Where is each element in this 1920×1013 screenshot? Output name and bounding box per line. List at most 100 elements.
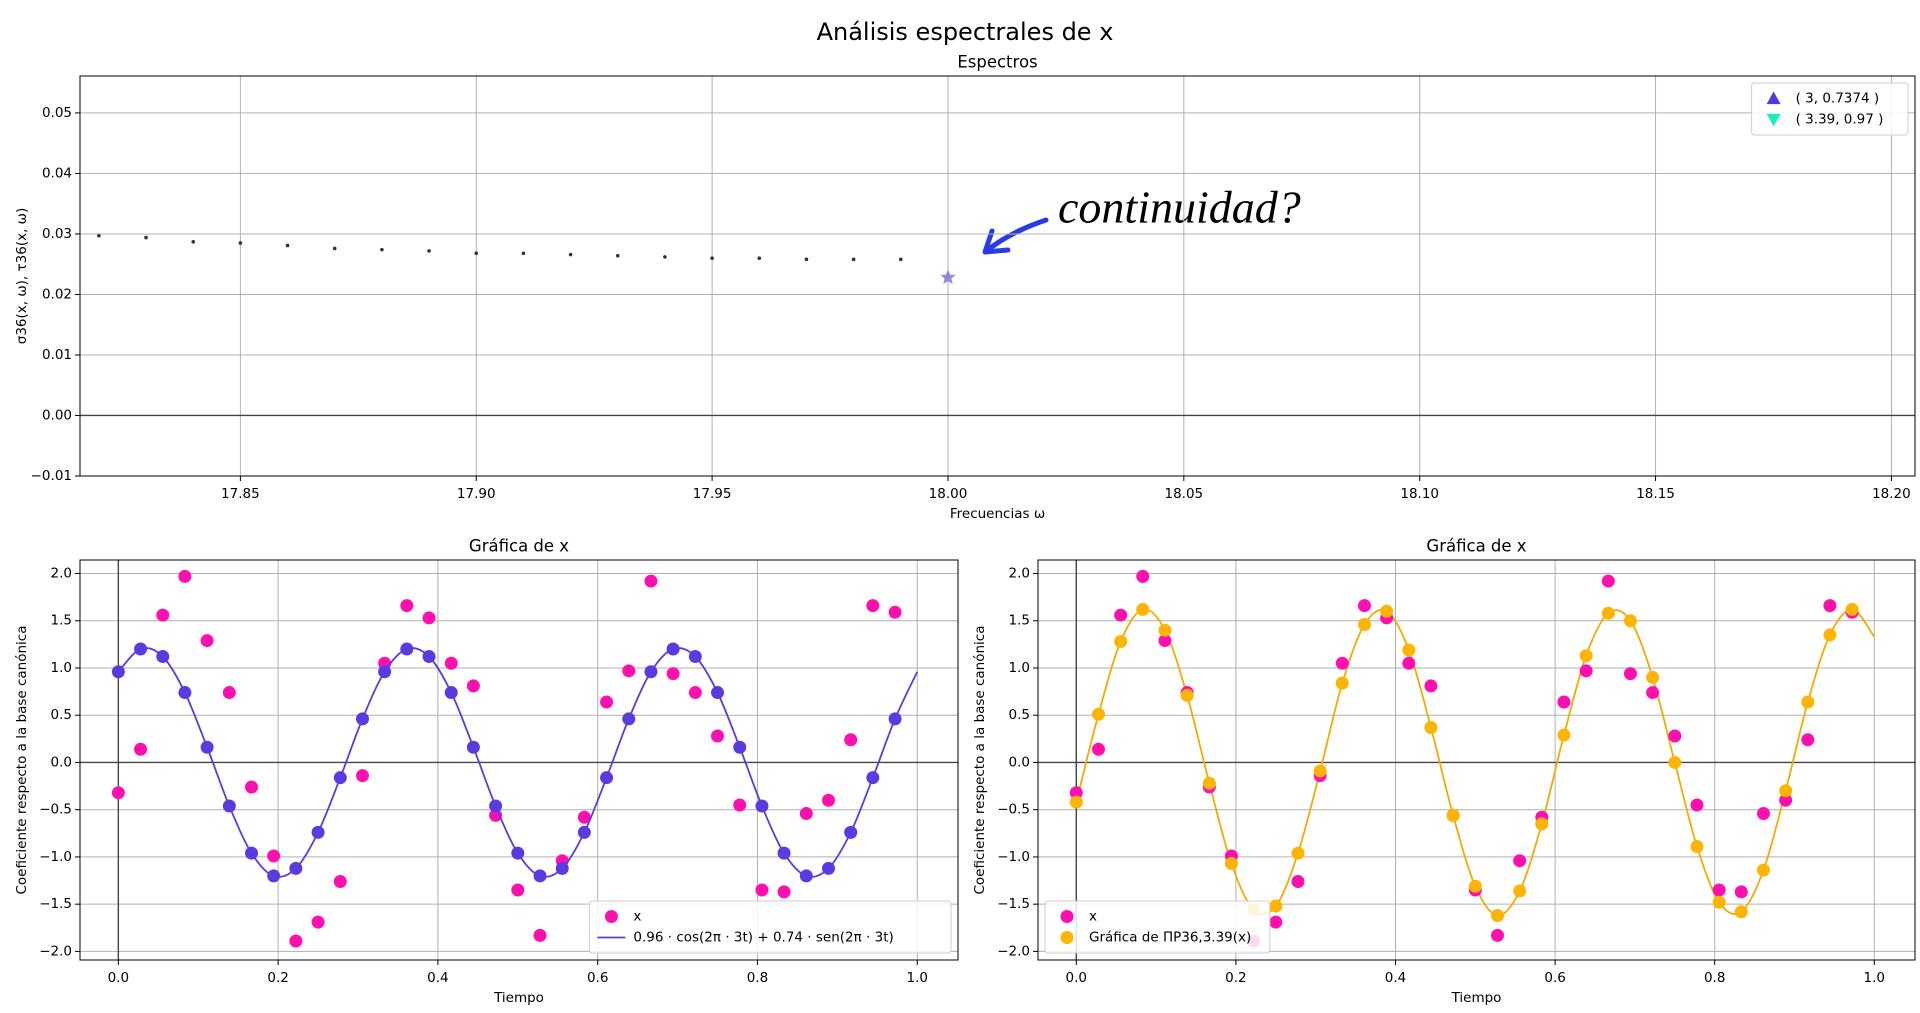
x-tick-label: 18.15 — [1636, 486, 1675, 502]
y-tick-label: 0.5 — [51, 707, 72, 723]
point — [733, 798, 747, 812]
legend-label: ( 3, 0.7374 ) — [1796, 91, 1880, 107]
point — [466, 679, 480, 693]
point — [238, 241, 243, 245]
y-tick-label: −2.0 — [997, 943, 1030, 959]
point — [422, 650, 436, 664]
point — [844, 825, 858, 839]
point — [644, 665, 658, 679]
x-tick-label: 18.05 — [1165, 486, 1204, 502]
plot-area — [97, 233, 956, 284]
point — [777, 846, 791, 860]
point — [378, 665, 392, 679]
legend-marker — [1766, 113, 1781, 127]
x-tick-label: 17.85 — [221, 486, 260, 502]
point — [289, 861, 303, 875]
x-tick-label: 0.8 — [747, 970, 768, 986]
point — [111, 786, 125, 800]
point — [533, 869, 547, 883]
point — [511, 846, 525, 860]
x-axis-label: Tiempo — [1451, 990, 1502, 1006]
point — [666, 642, 680, 656]
y-tick-label: 0.0 — [1009, 754, 1030, 770]
point — [1823, 599, 1837, 613]
point — [1646, 670, 1660, 684]
point — [1801, 695, 1815, 709]
point — [1291, 846, 1305, 860]
legend-box — [588, 900, 952, 954]
point — [1114, 635, 1128, 649]
point — [222, 686, 236, 700]
y-tick-label: 2.0 — [51, 566, 72, 582]
y-tick-label: 0.01 — [42, 347, 72, 363]
point — [466, 740, 480, 754]
legend-label: ( 3.39, 0.97 ) — [1796, 112, 1884, 128]
point — [1335, 656, 1349, 670]
point — [332, 246, 337, 251]
point — [1069, 795, 1083, 809]
legend-label: 0.96 · cos(2π · 3t) + 0.74 · sen(2π · 3t… — [633, 930, 893, 946]
point — [1069, 786, 1083, 800]
x-tick-label: 18.10 — [1400, 486, 1439, 502]
point — [267, 849, 281, 863]
point — [688, 650, 702, 664]
x-tick-label: 0.4 — [427, 970, 448, 986]
y-tick-label: 0.5 — [1009, 707, 1030, 723]
axes: 0.0 0.2 0.4 0.6 0.8 1.0 −2.0 −1.5 −1.0 −0.5 0.0 0.5… — [14, 537, 959, 1006]
point — [311, 825, 325, 839]
point — [866, 599, 880, 613]
point — [156, 650, 170, 664]
point — [1535, 817, 1549, 831]
point — [134, 642, 148, 656]
figure-title: Análisis espectrales de x — [817, 18, 1114, 46]
point — [1136, 602, 1150, 616]
point — [222, 799, 236, 813]
point — [622, 664, 636, 678]
axes-frame — [79, 75, 1916, 477]
point — [568, 252, 573, 257]
point — [444, 656, 458, 670]
x-tick-label: 0.6 — [587, 970, 608, 986]
point — [1224, 857, 1238, 871]
point — [733, 740, 747, 754]
point — [1468, 879, 1482, 893]
y-tick-label: 1.5 — [1009, 613, 1030, 629]
legend-label: Gráfica de ΠP36,3.39(x) — [1089, 930, 1251, 946]
axes-title: Gráfica de x — [1426, 537, 1526, 556]
y-tick-label: −1.0 — [39, 849, 72, 865]
point — [888, 712, 902, 726]
point — [799, 869, 813, 883]
point — [144, 235, 148, 240]
point — [711, 729, 725, 743]
point — [1579, 664, 1593, 678]
point — [1690, 840, 1704, 854]
point — [289, 934, 303, 948]
point — [666, 667, 680, 681]
point — [755, 883, 769, 897]
point — [1601, 574, 1615, 588]
legend-label: x — [1089, 909, 1097, 925]
legend-marker — [1060, 910, 1074, 923]
x-tick-label: 17.95 — [693, 486, 732, 502]
point — [757, 256, 762, 260]
point — [844, 733, 858, 747]
point — [1557, 695, 1571, 709]
point — [355, 712, 369, 726]
point — [1136, 569, 1150, 583]
point — [777, 885, 791, 899]
point — [1158, 623, 1172, 637]
point — [1734, 905, 1748, 919]
x-tick-label: 0.6 — [1544, 970, 1565, 986]
point — [1269, 899, 1283, 913]
point — [898, 257, 903, 262]
point — [380, 247, 384, 252]
y-tick-label: −0.5 — [997, 802, 1030, 818]
y-tick-label: 0.0 — [51, 754, 72, 770]
point — [1712, 895, 1726, 909]
point — [178, 569, 192, 583]
point — [134, 742, 148, 756]
point — [577, 825, 591, 839]
y-tick-label: 0.04 — [42, 165, 72, 181]
point — [555, 861, 569, 875]
